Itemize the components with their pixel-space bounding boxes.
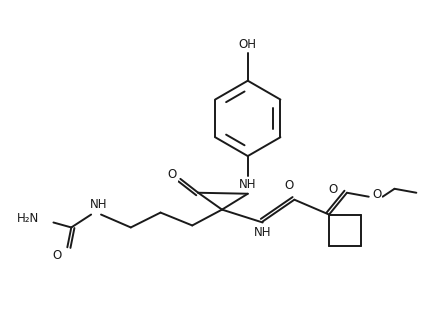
Text: NH: NH [254,226,271,239]
Text: O: O [53,249,62,262]
Text: O: O [372,188,381,201]
Text: H₂N: H₂N [17,212,40,225]
Text: NH: NH [90,198,108,211]
Text: O: O [168,169,177,181]
Text: O: O [329,183,338,196]
Text: NH: NH [239,178,257,191]
Text: OH: OH [239,37,257,51]
Text: O: O [285,179,294,192]
